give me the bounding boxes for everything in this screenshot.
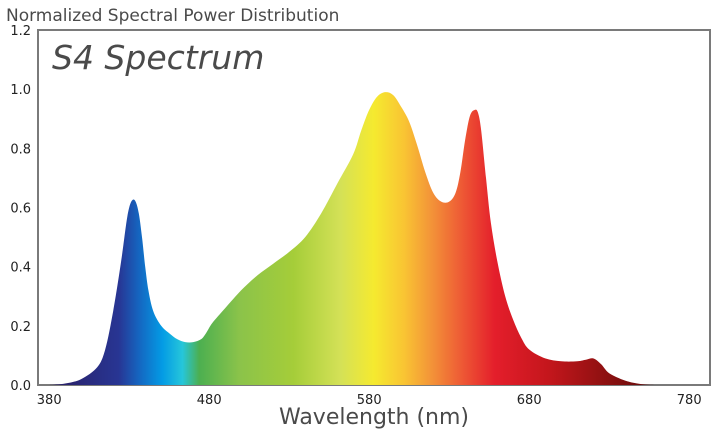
x-axis: 380 480 580 680 780 — [37, 393, 702, 408]
x-tick-label: 580 — [357, 393, 382, 408]
x-tick-label: 480 — [197, 393, 222, 408]
y-axis: 0.0 0.2 0.4 0.6 0.8 1.0 1.2 — [10, 24, 31, 394]
x-tick-label: 780 — [677, 393, 702, 408]
x-axis-label: Wavelength (nm) — [279, 405, 469, 430]
y-tick-label: 0.4 — [10, 261, 31, 276]
chart-subtitle: S4 Spectrum — [52, 38, 264, 77]
x-tick-label: 680 — [517, 393, 542, 408]
y-tick-label: 1.0 — [10, 83, 31, 98]
y-tick-label: 0.8 — [10, 142, 31, 157]
spectrum-area — [49, 92, 658, 385]
x-tick-label: 380 — [37, 393, 62, 408]
y-tick-label: 0.6 — [10, 202, 31, 217]
y-tick-label: 0.0 — [10, 379, 31, 394]
y-tick-label: 1.2 — [10, 24, 31, 39]
y-tick-label: 0.2 — [10, 320, 31, 335]
chart-title: Normalized Spectral Power Distribution — [6, 6, 339, 26]
area-layer — [49, 92, 658, 385]
